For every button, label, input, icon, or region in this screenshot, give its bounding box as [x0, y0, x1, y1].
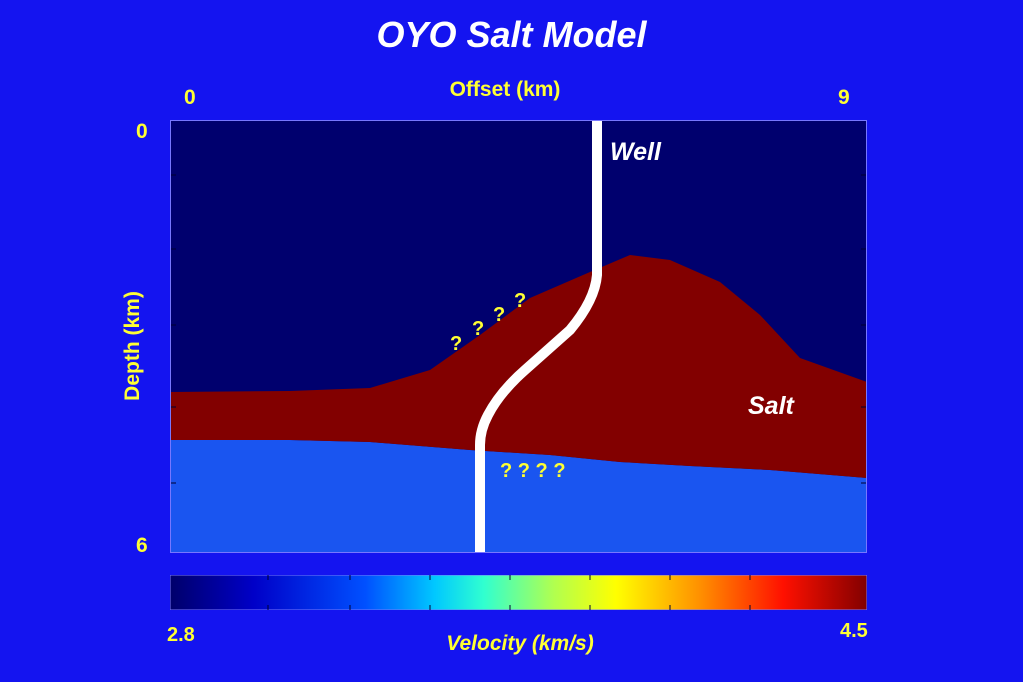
question-mark: ? [472, 318, 485, 340]
x-axis-max-label: 9 [838, 86, 850, 109]
y-axis-min-label: 0 [136, 120, 148, 143]
question-mark: ? [450, 333, 463, 355]
well-trajectory [475, 120, 602, 553]
lower-sediment-layer [170, 440, 867, 553]
colorbar-min-label: 2.8 [167, 624, 195, 646]
salt-label: Salt [748, 392, 794, 420]
salt-model-section [170, 120, 867, 553]
question-marks-lower: ? ? ? ? [500, 460, 566, 482]
well-label: Well [610, 138, 661, 166]
y-axis-label: Depth (km) [121, 291, 144, 401]
velocity-colorbar [170, 575, 867, 610]
x-axis-min-label: 0 [184, 86, 196, 109]
salt-body [170, 255, 867, 478]
question-mark: ? [493, 304, 506, 326]
colorbar-title: Velocity (km/s) [446, 632, 594, 655]
y-axis-max-label: 6 [136, 534, 148, 557]
x-axis-label: Offset (km) [449, 78, 561, 101]
colorbar-max-label: 4.5 [840, 620, 868, 642]
page-title: OYO Salt Model [376, 14, 647, 55]
question-mark: ? [514, 290, 527, 312]
